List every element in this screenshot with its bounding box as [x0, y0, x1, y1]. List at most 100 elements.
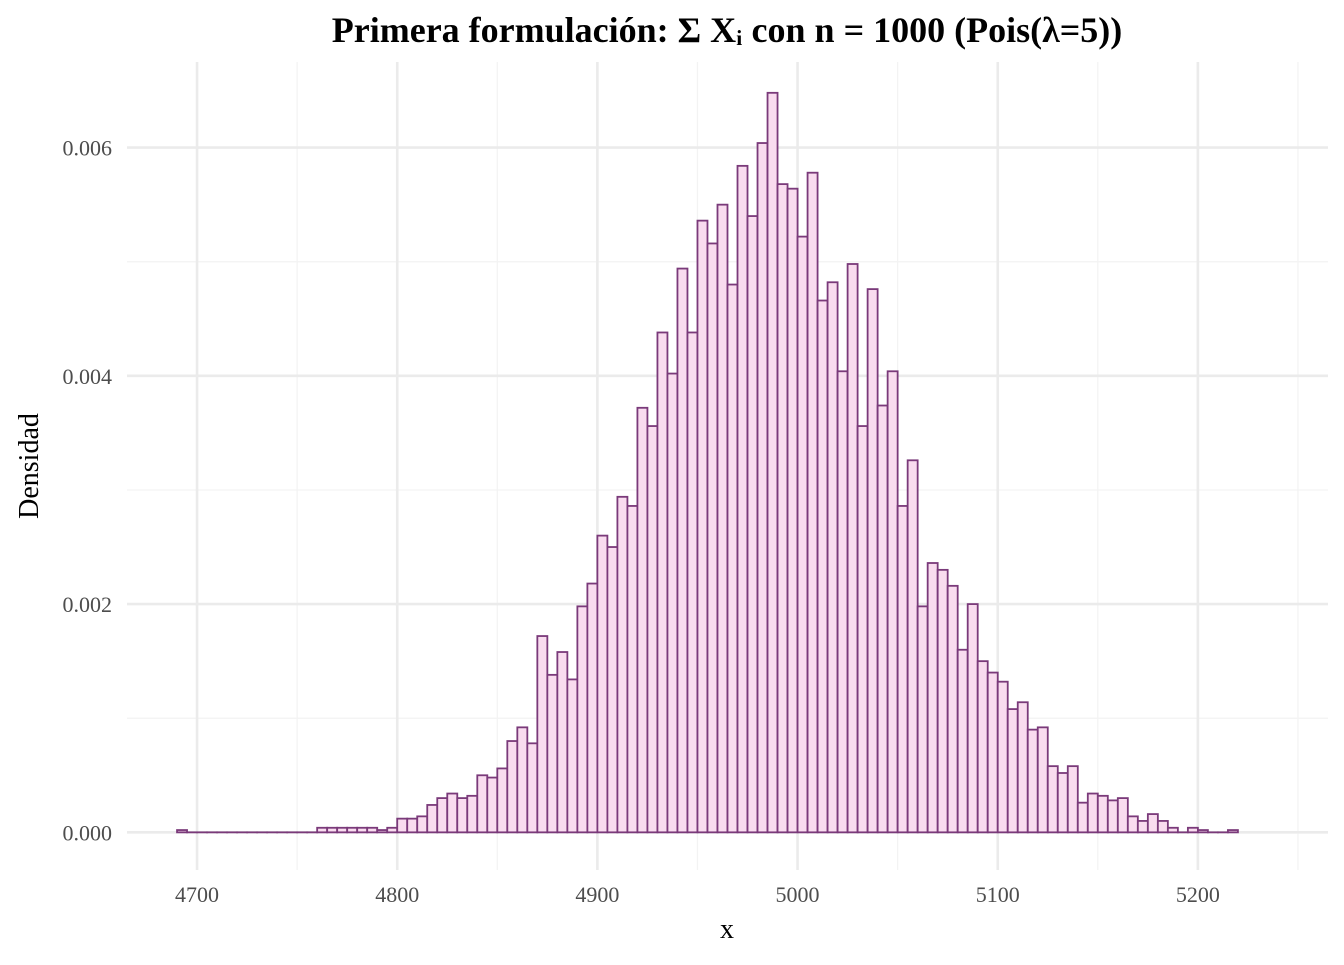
histogram-bar [798, 237, 808, 833]
histogram-bar [317, 828, 327, 833]
histogram-bar [377, 830, 387, 832]
histogram-bar [677, 269, 687, 833]
histogram-bar [487, 778, 497, 833]
histogram-bar [467, 796, 477, 833]
histogram-bar [1228, 830, 1238, 832]
y-tick-label: 0.002 [63, 592, 113, 617]
x-tick-label: 4700 [175, 882, 219, 907]
histogram-bar [1118, 798, 1128, 832]
histogram-bar [998, 682, 1008, 833]
histogram-bar [788, 189, 798, 833]
histogram-bar [1058, 773, 1068, 832]
histogram-bar [748, 216, 758, 832]
histogram-bar [1188, 828, 1198, 833]
histogram-bar [507, 741, 517, 832]
histogram-bar [647, 426, 657, 832]
histogram-bar [848, 264, 858, 832]
histogram-bar [607, 547, 617, 832]
histogram-bar [637, 408, 647, 833]
histogram-bar [818, 301, 828, 833]
y-axis-title: Densidad [14, 413, 45, 519]
histogram-bar [1008, 709, 1018, 832]
histogram-bar [367, 828, 377, 833]
x-tick-label: 5200 [1176, 882, 1220, 907]
histogram-bar [1128, 816, 1138, 832]
histogram-bar [577, 606, 587, 832]
histogram-bar [177, 830, 187, 832]
histogram-bar [1168, 828, 1178, 833]
histogram-bar [838, 371, 848, 832]
histogram-bar [1138, 821, 1148, 832]
histogram-bar [928, 563, 938, 832]
histogram-bar [908, 460, 918, 832]
histogram-bar [707, 243, 717, 832]
histogram-bar [918, 606, 928, 832]
histogram-bar [968, 604, 978, 832]
histogram-bar [407, 819, 417, 833]
chart-title: Primera formulación: Σ Xᵢ con n = 1000 (… [332, 10, 1123, 50]
y-tick-label: 0.000 [63, 820, 113, 845]
histogram-bar [898, 506, 908, 832]
histogram-bar [1088, 794, 1098, 833]
histogram-bar [347, 828, 357, 833]
histogram-bar [597, 536, 607, 833]
histogram-bar [717, 205, 727, 833]
histogram-bar [417, 816, 427, 832]
histogram-bar [497, 768, 507, 832]
histogram-bar [988, 673, 998, 833]
histogram-bar [617, 497, 627, 833]
histogram-bar [1028, 730, 1038, 833]
histogram-bar [948, 586, 958, 833]
histogram-bar [1098, 796, 1108, 833]
histogram-bar [397, 819, 407, 833]
histogram-bar [437, 798, 447, 832]
histogram-bar [477, 775, 487, 832]
histogram-bar [1038, 727, 1048, 832]
histogram-bar [457, 798, 467, 832]
x-tick-label: 4900 [575, 882, 619, 907]
histogram-bar [1108, 800, 1118, 832]
histogram-bar [327, 828, 337, 833]
histogram-bar [878, 406, 888, 833]
x-tick-label: 5000 [776, 882, 820, 907]
y-tick-label: 0.004 [63, 364, 113, 389]
x-axis-title: x [720, 914, 734, 945]
histogram-bar [357, 828, 367, 833]
histogram-bar [728, 285, 738, 833]
histogram-bar [627, 506, 637, 832]
x-tick-label: 4800 [375, 882, 419, 907]
histogram-bar [828, 282, 838, 832]
histogram-bar [567, 679, 577, 832]
histogram-bar [517, 727, 527, 832]
bars-layer [177, 93, 1238, 833]
histogram-bar [537, 636, 547, 832]
x-tick-label: 5100 [976, 882, 1020, 907]
histogram-bar [768, 93, 778, 833]
histogram-bar [557, 652, 567, 832]
histogram-bar [1158, 821, 1168, 832]
histogram-bar [978, 661, 988, 832]
histogram-bar [1018, 702, 1028, 832]
histogram-bar [778, 184, 788, 832]
histogram-bar [587, 584, 597, 833]
histogram-bar [858, 426, 868, 832]
histogram-bar [958, 650, 968, 833]
histogram-bar [1148, 814, 1158, 832]
histogram-bar [387, 828, 397, 833]
histogram-bar [888, 371, 898, 832]
histogram-bar [808, 173, 818, 833]
y-tick-label: 0.006 [63, 136, 113, 161]
histogram-bar [667, 374, 677, 833]
histogram-bar [1068, 766, 1078, 832]
histogram-bar [1048, 766, 1058, 832]
histogram-bar [758, 143, 768, 832]
histogram-bar [337, 828, 347, 833]
histogram-bar [938, 570, 948, 832]
histogram-bar [547, 675, 557, 832]
histogram-bar [738, 166, 748, 832]
histogram-bar [657, 332, 667, 832]
histogram-bar [687, 332, 697, 832]
histogram-bar [1198, 830, 1208, 832]
